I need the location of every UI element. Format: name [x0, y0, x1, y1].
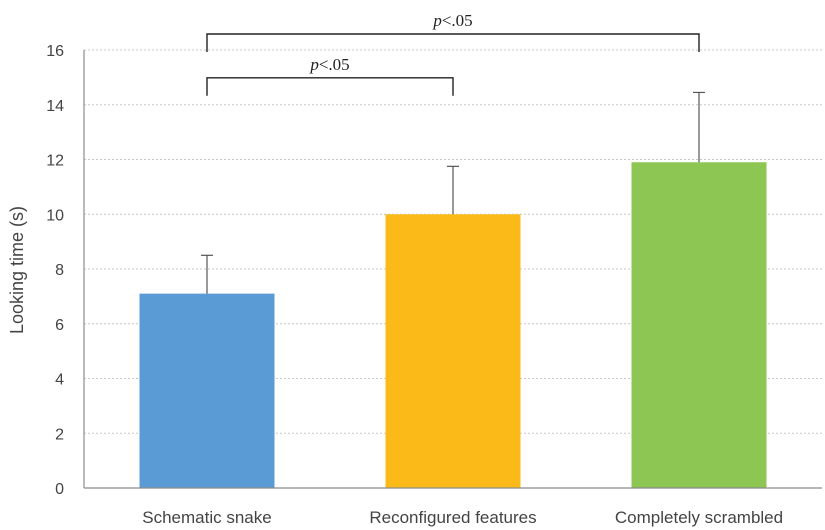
y-tick-label: 2	[55, 426, 64, 443]
bar	[631, 162, 767, 489]
y-tick-label: 6	[55, 317, 64, 334]
bar	[139, 293, 275, 488]
p-symbol: p	[309, 55, 319, 74]
significance-bracket	[206, 33, 700, 52]
error-bars	[201, 91, 705, 294]
y-tick-label: 8	[55, 262, 64, 279]
category-label: Reconfigured features	[369, 508, 536, 527]
bars	[139, 162, 767, 489]
significance-bracket	[206, 77, 454, 96]
bar	[385, 214, 521, 488]
p-threshold: <.05	[319, 55, 350, 74]
significance-brackets: p<.05p<.05	[206, 11, 700, 96]
y-tick-label: 12	[46, 153, 64, 170]
category-labels: Schematic snake Reconfigured features Comp…	[142, 508, 783, 527]
y-tick-label: 4	[55, 372, 64, 389]
significance-label: p<.05	[432, 11, 472, 30]
y-tick-label: 0	[55, 481, 64, 498]
significance-label: p<.05	[309, 55, 349, 74]
category-label: Completely scrambled	[615, 508, 783, 527]
y-tick-label: 16	[46, 43, 64, 60]
y-tick-labels: 0 2 4 6 8 10 12 14 16	[46, 43, 64, 498]
category-label: Schematic snake	[142, 508, 271, 527]
y-tick-label: 14	[46, 98, 64, 115]
y-tick-label: 10	[46, 207, 64, 224]
p-threshold: <.05	[442, 11, 473, 30]
p-symbol: p	[432, 11, 442, 30]
y-axis-title: Looking time (s)	[7, 206, 27, 334]
